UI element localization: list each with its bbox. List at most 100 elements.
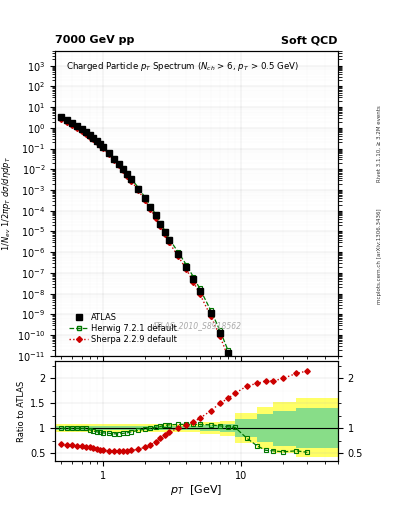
Sherpa 2.2.9 default xyxy=(197,291,202,297)
ATLAS xyxy=(107,150,111,156)
Sherpa 2.2.9 default xyxy=(245,410,250,416)
Herwig 7.2.1 default xyxy=(136,185,141,191)
Sherpa 2.2.9 default xyxy=(162,231,167,238)
ATLAS xyxy=(142,195,147,201)
Herwig 7.2.1 default xyxy=(79,126,84,133)
Sherpa 2.2.9 default xyxy=(75,124,79,131)
Text: Soft QCD: Soft QCD xyxy=(281,35,338,45)
Text: Charged Particle $p_T$ Spectrum ($N_{ch}$ > 6, $p_T$ > 0.5 GeV): Charged Particle $p_T$ Spectrum ($N_{ch}… xyxy=(66,60,299,73)
ATLAS xyxy=(101,144,105,151)
Sherpa 2.2.9 default xyxy=(116,162,121,168)
Herwig 7.2.1 default xyxy=(101,144,105,151)
Sherpa 2.2.9 default xyxy=(87,134,92,140)
Herwig 7.2.1 default xyxy=(162,227,167,233)
Sherpa 2.2.9 default xyxy=(101,145,105,152)
Herwig 7.2.1 default xyxy=(125,170,130,177)
Line: ATLAS: ATLAS xyxy=(59,114,310,512)
Herwig 7.2.1 default xyxy=(271,506,275,512)
ATLAS xyxy=(83,130,88,136)
Herwig 7.2.1 default xyxy=(91,135,95,141)
Sherpa 2.2.9 default xyxy=(255,447,259,453)
ATLAS xyxy=(70,120,75,126)
ATLAS xyxy=(136,186,141,192)
ATLAS xyxy=(75,123,79,130)
Herwig 7.2.1 default xyxy=(129,176,134,182)
Sherpa 2.2.9 default xyxy=(97,142,102,148)
Herwig 7.2.1 default xyxy=(263,474,268,480)
Herwig 7.2.1 default xyxy=(59,114,64,120)
Herwig 7.2.1 default xyxy=(167,236,171,242)
ATLAS xyxy=(158,221,163,227)
Text: Rivet 3.1.10, ≥ 3.2M events: Rivet 3.1.10, ≥ 3.2M events xyxy=(377,105,382,182)
Herwig 7.2.1 default xyxy=(208,307,213,313)
Sherpa 2.2.9 default xyxy=(83,131,88,137)
Herwig 7.2.1 default xyxy=(116,160,121,166)
Herwig 7.2.1 default xyxy=(148,203,153,209)
Herwig 7.2.1 default xyxy=(75,123,79,130)
Herwig 7.2.1 default xyxy=(191,274,196,280)
Herwig 7.2.1 default xyxy=(107,150,111,156)
Sherpa 2.2.9 default xyxy=(91,136,95,142)
ATLAS xyxy=(191,276,196,282)
ATLAS xyxy=(79,126,84,133)
Sherpa 2.2.9 default xyxy=(184,266,189,272)
ATLAS xyxy=(167,237,171,243)
Sherpa 2.2.9 default xyxy=(125,173,130,179)
Herwig 7.2.1 default xyxy=(245,403,250,410)
ATLAS xyxy=(217,330,222,336)
Sherpa 2.2.9 default xyxy=(263,481,268,487)
Text: mcplots.cern.ch [arXiv:1306.3436]: mcplots.cern.ch [arXiv:1306.3436] xyxy=(377,208,382,304)
Herwig 7.2.1 default xyxy=(94,138,99,144)
Sherpa 2.2.9 default xyxy=(208,313,213,319)
Sherpa 2.2.9 default xyxy=(148,206,153,212)
Sherpa 2.2.9 default xyxy=(112,157,116,163)
Herwig 7.2.1 default xyxy=(142,194,147,200)
ATLAS xyxy=(263,479,268,485)
Sherpa 2.2.9 default xyxy=(94,139,99,145)
ATLAS xyxy=(129,176,134,182)
Herwig 7.2.1 default xyxy=(112,155,116,161)
Y-axis label: Ratio to ATLAS: Ratio to ATLAS xyxy=(17,380,26,441)
ATLAS xyxy=(59,114,64,120)
ATLAS xyxy=(148,204,153,210)
Herwig 7.2.1 default xyxy=(184,262,189,268)
ATLAS xyxy=(121,166,125,173)
Y-axis label: $1/N_{ev}$ $1/2\pi p_T$ $d\sigma/d\eta dp_T$: $1/N_{ev}$ $1/2\pi p_T$ $d\sigma/d\eta d… xyxy=(0,156,13,251)
ATLAS xyxy=(208,310,213,316)
Sherpa 2.2.9 default xyxy=(167,239,171,245)
ATLAS xyxy=(245,409,250,415)
Herwig 7.2.1 default xyxy=(65,117,70,123)
Line: Herwig 7.2.1 default: Herwig 7.2.1 default xyxy=(59,114,310,512)
Text: ATLAS_2010_S8918562: ATLAS_2010_S8918562 xyxy=(151,321,242,330)
Sherpa 2.2.9 default xyxy=(107,151,111,157)
Sherpa 2.2.9 default xyxy=(142,197,147,203)
Legend: ATLAS, Herwig 7.2.1 default, Sherpa 2.2.9 default: ATLAS, Herwig 7.2.1 default, Sherpa 2.2.… xyxy=(68,311,178,346)
Sherpa 2.2.9 default xyxy=(233,373,237,379)
Sherpa 2.2.9 default xyxy=(129,178,134,184)
ATLAS xyxy=(112,156,116,162)
Line: Sherpa 2.2.9 default: Sherpa 2.2.9 default xyxy=(59,117,309,512)
Sherpa 2.2.9 default xyxy=(217,333,222,339)
ATLAS xyxy=(87,133,92,139)
Sherpa 2.2.9 default xyxy=(153,215,158,221)
ATLAS xyxy=(233,370,237,376)
Sherpa 2.2.9 default xyxy=(191,279,196,285)
Herwig 7.2.1 default xyxy=(87,133,92,139)
Herwig 7.2.1 default xyxy=(217,327,222,333)
Sherpa 2.2.9 default xyxy=(226,353,230,359)
Herwig 7.2.1 default xyxy=(226,347,230,353)
Herwig 7.2.1 default xyxy=(233,367,237,373)
ATLAS xyxy=(226,350,230,356)
X-axis label: $p_T$  [GeV]: $p_T$ [GeV] xyxy=(171,483,222,497)
Herwig 7.2.1 default xyxy=(83,130,88,136)
ATLAS xyxy=(176,250,181,257)
Herwig 7.2.1 default xyxy=(197,285,202,291)
ATLAS xyxy=(116,161,121,167)
Sherpa 2.2.9 default xyxy=(136,187,141,194)
Sherpa 2.2.9 default xyxy=(176,253,181,259)
ATLAS xyxy=(153,212,158,219)
Sherpa 2.2.9 default xyxy=(158,223,163,229)
Sherpa 2.2.9 default xyxy=(121,167,125,174)
Text: 7000 GeV pp: 7000 GeV pp xyxy=(55,35,134,45)
ATLAS xyxy=(91,135,95,141)
